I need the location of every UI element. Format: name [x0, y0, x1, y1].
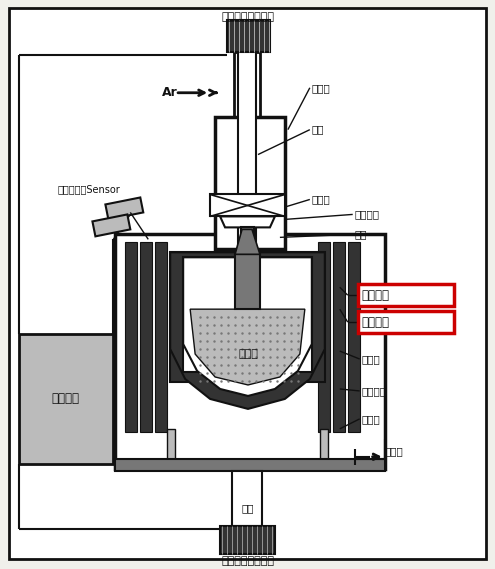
Text: 坩埚上升旋转机构: 坩埚上升旋转机构 — [221, 556, 275, 567]
Bar — [215, 117, 285, 249]
Bar — [318, 242, 330, 432]
Bar — [183, 257, 312, 372]
Bar — [238, 52, 256, 251]
Text: 上炉室: 上炉室 — [312, 83, 331, 93]
Bar — [19, 334, 113, 464]
Text: 硅熔液: 硅熔液 — [238, 349, 258, 359]
Polygon shape — [183, 257, 312, 396]
Text: 石墨坩埚: 石墨坩埚 — [362, 316, 390, 329]
Bar — [140, 242, 152, 432]
Polygon shape — [220, 216, 275, 228]
Text: 籽品: 籽品 — [355, 229, 367, 240]
Bar — [232, 471, 262, 526]
Bar — [235, 254, 260, 309]
Text: 直径控制器Sensor: 直径控制器Sensor — [57, 184, 120, 195]
Polygon shape — [93, 215, 130, 236]
Text: 真空泵: 真空泵 — [385, 446, 403, 456]
Bar — [170, 252, 325, 382]
Text: 控制系统: 控制系统 — [51, 393, 80, 406]
Text: 籽品上升旋转机构: 籽品上升旋转机构 — [221, 12, 275, 22]
Polygon shape — [235, 229, 260, 254]
Text: 石英坩埚: 石英坩埚 — [362, 288, 390, 302]
Bar — [358, 311, 454, 333]
Bar — [358, 284, 454, 306]
Text: 籽品夹头: 籽品夹头 — [355, 209, 380, 220]
Polygon shape — [190, 309, 305, 385]
Polygon shape — [170, 252, 325, 409]
Bar — [234, 52, 260, 117]
Bar — [115, 234, 385, 469]
Text: Ar: Ar — [162, 86, 178, 99]
Bar — [333, 242, 345, 432]
Bar — [320, 429, 328, 464]
Text: 隔离阀: 隔离阀 — [312, 195, 331, 204]
Bar — [125, 242, 137, 432]
Text: 电极: 电极 — [242, 504, 254, 514]
Bar — [347, 242, 360, 432]
Text: 下炉室: 下炉室 — [362, 414, 381, 424]
Bar — [227, 20, 270, 52]
Text: 绝缘材料: 绝缘材料 — [362, 386, 387, 396]
Bar — [210, 195, 285, 216]
Text: 加热器: 加热器 — [362, 354, 381, 364]
Bar — [115, 459, 385, 471]
Bar — [155, 242, 167, 432]
Bar — [220, 526, 275, 554]
Polygon shape — [105, 197, 143, 220]
Bar — [167, 429, 175, 464]
Text: 恒线: 恒线 — [312, 125, 324, 135]
Bar — [241, 228, 254, 252]
